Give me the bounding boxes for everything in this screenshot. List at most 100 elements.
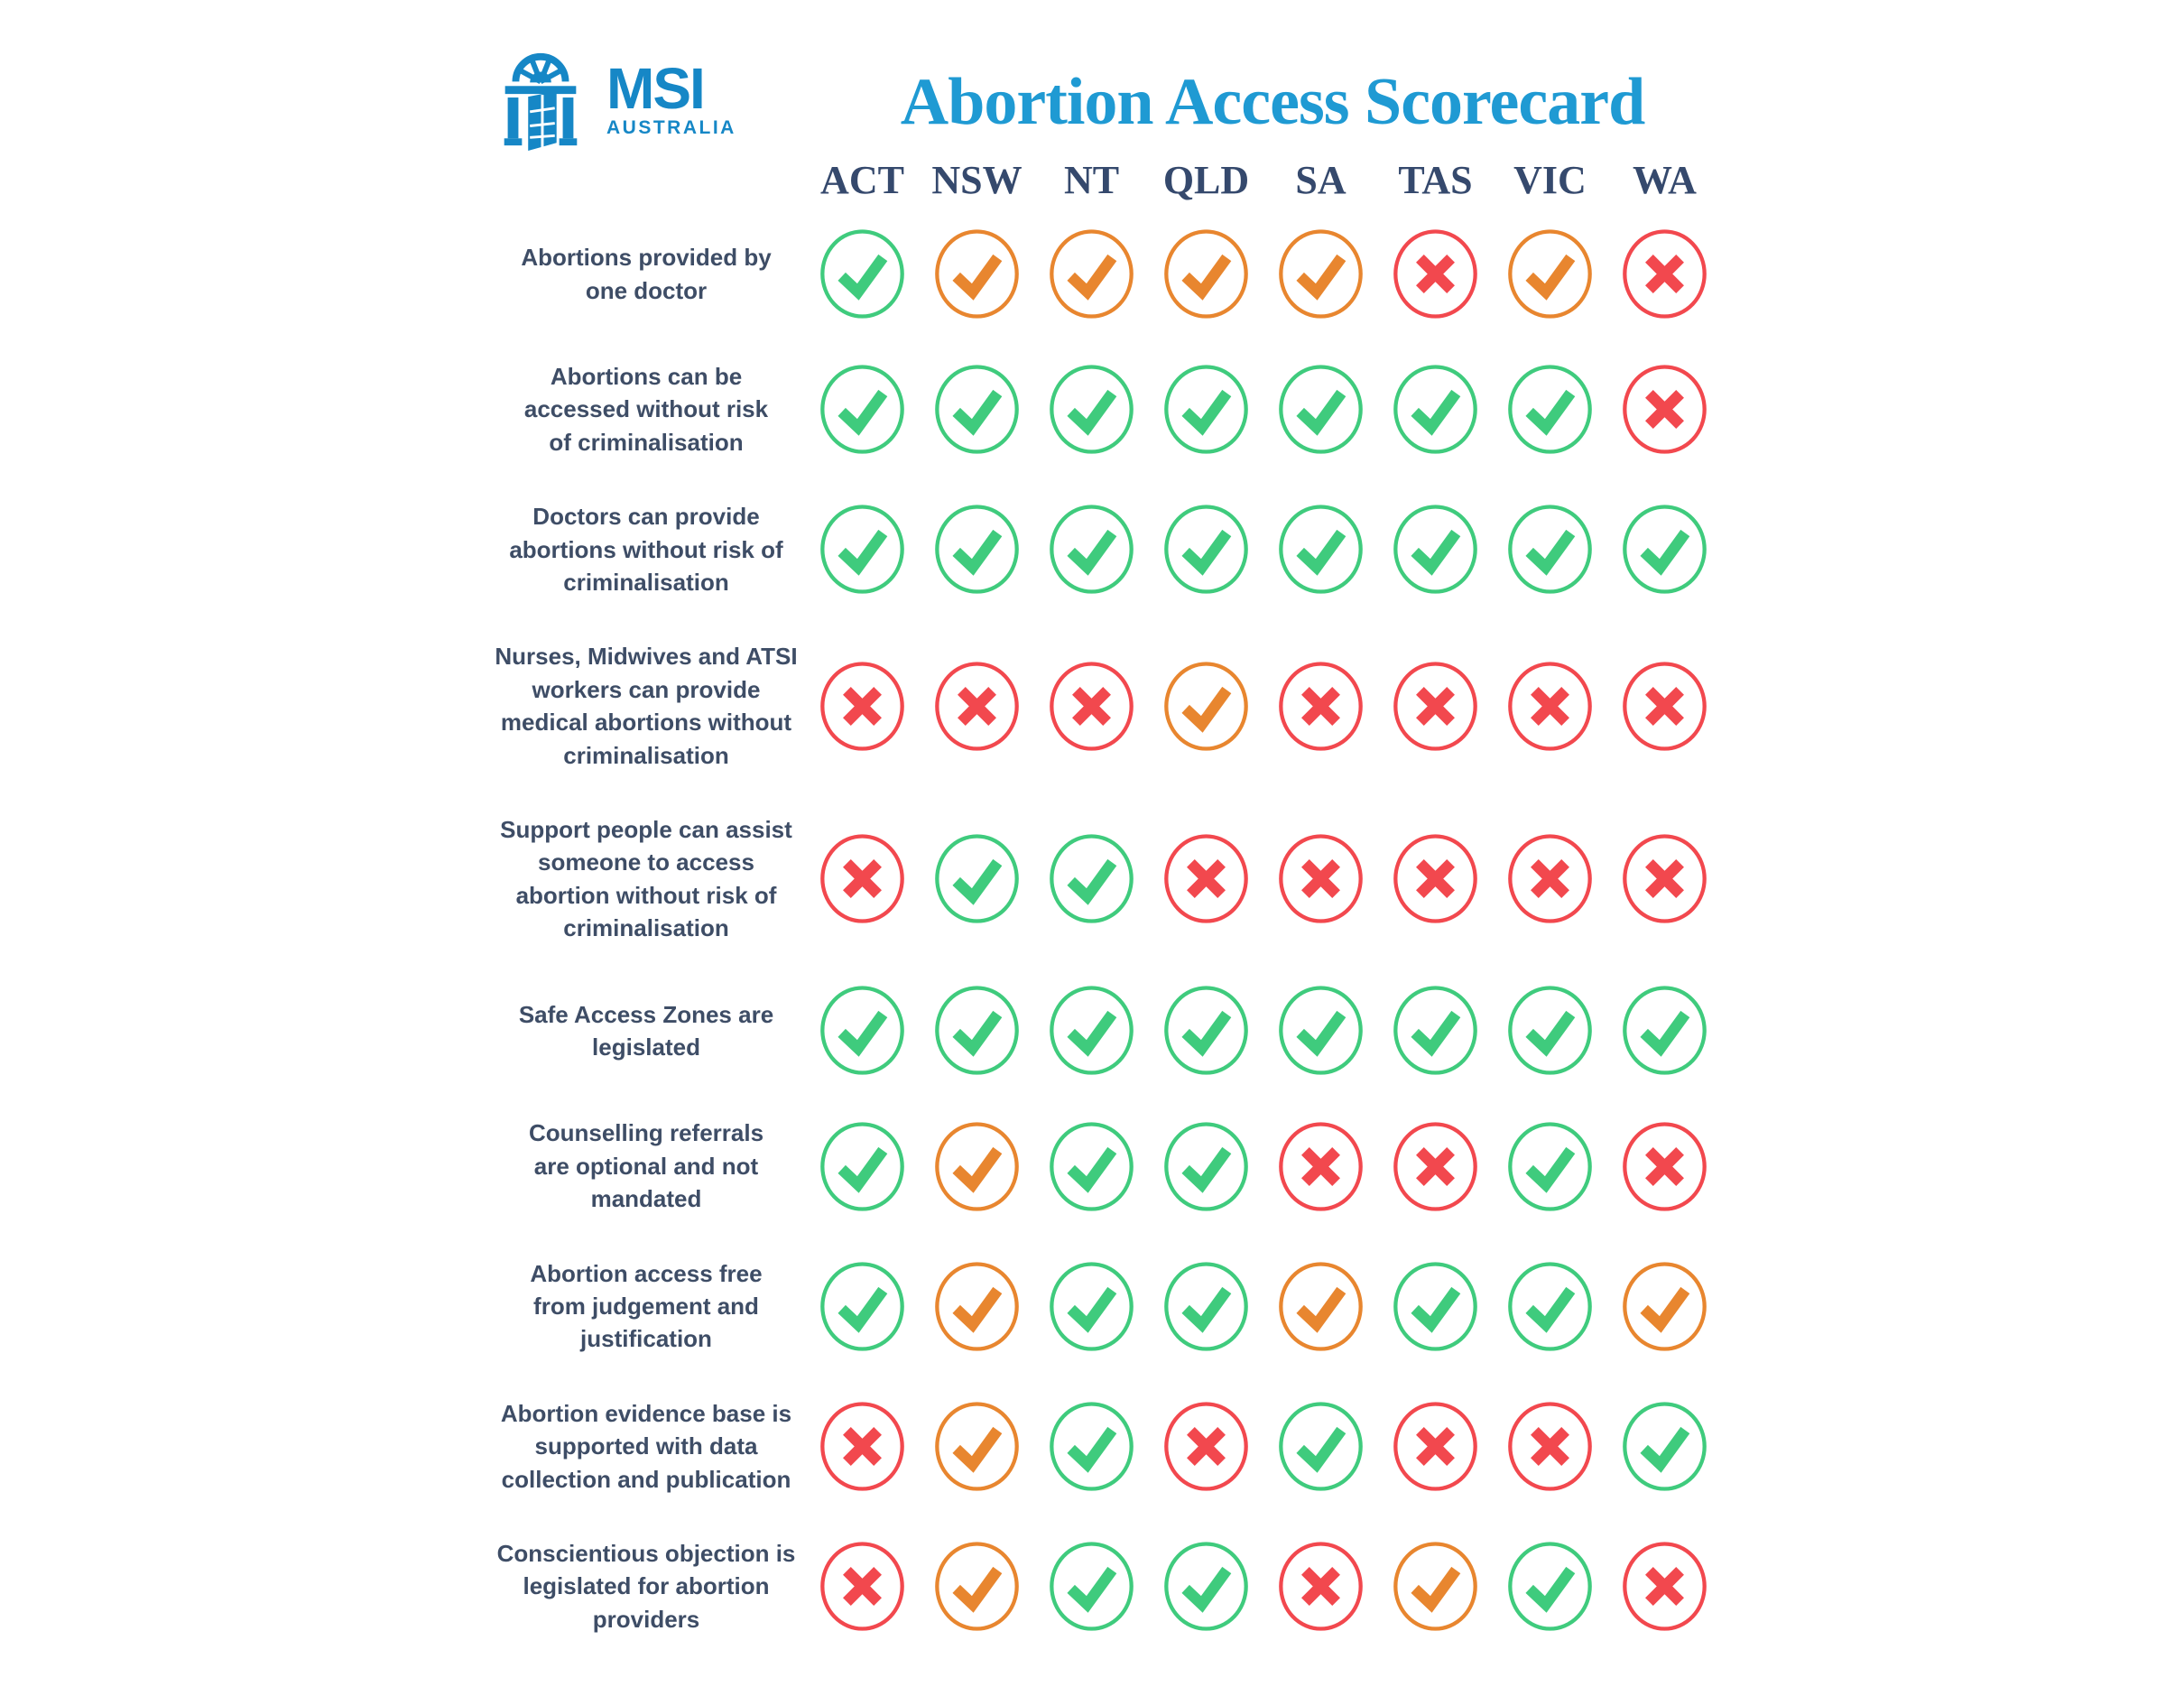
green-check-icon [1493, 1262, 1607, 1351]
green-check-icon [1263, 365, 1378, 454]
green-check-icon [1263, 1402, 1378, 1491]
red-cross-icon [805, 1542, 920, 1631]
column-header-sa: SA [1295, 158, 1346, 202]
column-header-act: ACT [820, 158, 904, 202]
red-cross-icon [1493, 834, 1607, 923]
row-label: Abortion access free from judgement and … [530, 1259, 763, 1353]
green-check-icon [1034, 986, 1149, 1076]
red-cross-icon [1378, 1402, 1493, 1491]
column-header-vic: VIC [1513, 158, 1587, 202]
red-cross-icon [1263, 1542, 1378, 1631]
column-header-tas: TAS [1398, 158, 1473, 202]
doorway-icon [504, 52, 578, 152]
table-row: Abortions provided by one doctor [487, 209, 1722, 339]
orange-check-icon [920, 1262, 1034, 1351]
red-cross-icon [1607, 229, 1722, 319]
green-check-icon [805, 1262, 920, 1351]
orange-check-icon [920, 1542, 1034, 1631]
green-check-icon [1263, 505, 1378, 594]
green-check-icon [805, 365, 920, 454]
row-label: Abortions provided by one doctor [521, 244, 772, 304]
green-check-icon [1034, 1402, 1149, 1491]
red-cross-icon [1149, 834, 1263, 923]
red-cross-icon [1607, 365, 1722, 454]
red-cross-icon [1607, 1542, 1722, 1631]
green-check-icon [1607, 986, 1722, 1076]
red-cross-icon [1263, 834, 1378, 923]
green-check-icon [1149, 505, 1263, 594]
row-label: Counselling referrals are optional and n… [528, 1119, 764, 1213]
table-row: Counselling referrals are optional and n… [487, 1096, 1722, 1236]
table-row: Doctors can provide abortions without ri… [487, 479, 1722, 619]
orange-check-icon [1263, 1262, 1378, 1351]
green-check-icon [1607, 1402, 1722, 1491]
orange-check-icon [1607, 1262, 1722, 1351]
header-corner-spacer [487, 157, 805, 203]
red-cross-icon [1607, 1121, 1722, 1211]
row-label: Abortions can be accessed without risk o… [523, 363, 769, 456]
table-row: Abortion evidence base is supported with… [487, 1376, 1722, 1516]
green-check-icon [1378, 986, 1493, 1076]
green-check-icon [1493, 986, 1607, 1076]
green-check-icon [1493, 505, 1607, 594]
green-check-icon [1493, 1121, 1607, 1211]
orange-check-icon [1493, 229, 1607, 319]
row-label: Nurses, Midwives and ATSI workers can pr… [495, 643, 798, 769]
column-header-nsw: NSW [931, 158, 1023, 202]
table-row: Abortions can be accessed without risk o… [487, 339, 1722, 479]
green-check-icon [1149, 986, 1263, 1076]
table-row: Support people can assist someone to acc… [487, 792, 1722, 966]
row-label: Doctors can provide abortions without ri… [509, 503, 783, 596]
scorecard-page: MSI AUSTRALIA Abortion Access Scorecard … [487, 36, 1722, 1656]
table-row: Nurses, Midwives and ATSI workers can pr… [487, 619, 1722, 792]
green-check-icon [1034, 834, 1149, 923]
red-cross-icon [1378, 1121, 1493, 1211]
green-check-icon [1493, 365, 1607, 454]
column-header-qld: QLD [1162, 158, 1250, 202]
green-check-icon [1378, 365, 1493, 454]
red-cross-icon [1493, 661, 1607, 751]
column-header-wa: WA [1633, 158, 1697, 202]
orange-check-icon [1378, 1542, 1493, 1631]
green-check-icon [1034, 1542, 1149, 1631]
green-check-icon [1263, 986, 1378, 1076]
table-row: Conscientious objection is legislated fo… [487, 1516, 1722, 1656]
green-check-icon [805, 505, 920, 594]
green-check-icon [920, 365, 1034, 454]
red-cross-icon [1149, 1402, 1263, 1491]
red-cross-icon [1378, 229, 1493, 319]
green-check-icon [920, 834, 1034, 923]
red-cross-icon [1263, 661, 1378, 751]
green-check-icon [1034, 505, 1149, 594]
green-check-icon [1149, 1262, 1263, 1351]
orange-check-icon [920, 1121, 1034, 1211]
green-check-icon [1034, 1121, 1149, 1211]
column-headers: ACT NSW NT QLD SA TAS VIC WA [487, 157, 1722, 203]
red-cross-icon [1607, 661, 1722, 751]
green-check-icon [805, 229, 920, 319]
red-cross-icon [1378, 661, 1493, 751]
red-cross-icon [1034, 661, 1149, 751]
green-check-icon [1034, 365, 1149, 454]
orange-check-icon [1263, 229, 1378, 319]
header: MSI AUSTRALIA Abortion Access Scorecard [487, 36, 1722, 155]
column-header-nt: NT [1063, 158, 1120, 202]
green-check-icon [1149, 1542, 1263, 1631]
green-check-icon [1034, 1262, 1149, 1351]
green-check-icon [805, 1121, 920, 1211]
msi-logo: MSI AUSTRALIA [487, 36, 823, 155]
row-label: Abortion evidence base is supported with… [500, 1399, 792, 1493]
red-cross-icon [1378, 834, 1493, 923]
orange-check-icon [920, 1402, 1034, 1491]
green-check-icon [805, 986, 920, 1076]
green-check-icon [920, 505, 1034, 594]
logo-brand: MSI [606, 55, 706, 121]
table-row: Abortion access free from judgement and … [487, 1237, 1722, 1376]
red-cross-icon [805, 1402, 920, 1491]
red-cross-icon [1607, 834, 1722, 923]
green-check-icon [920, 986, 1034, 1076]
row-label: Safe Access Zones are legislated [518, 1000, 774, 1061]
green-check-icon [1149, 365, 1263, 454]
red-cross-icon [920, 661, 1034, 751]
orange-check-icon [1149, 661, 1263, 751]
